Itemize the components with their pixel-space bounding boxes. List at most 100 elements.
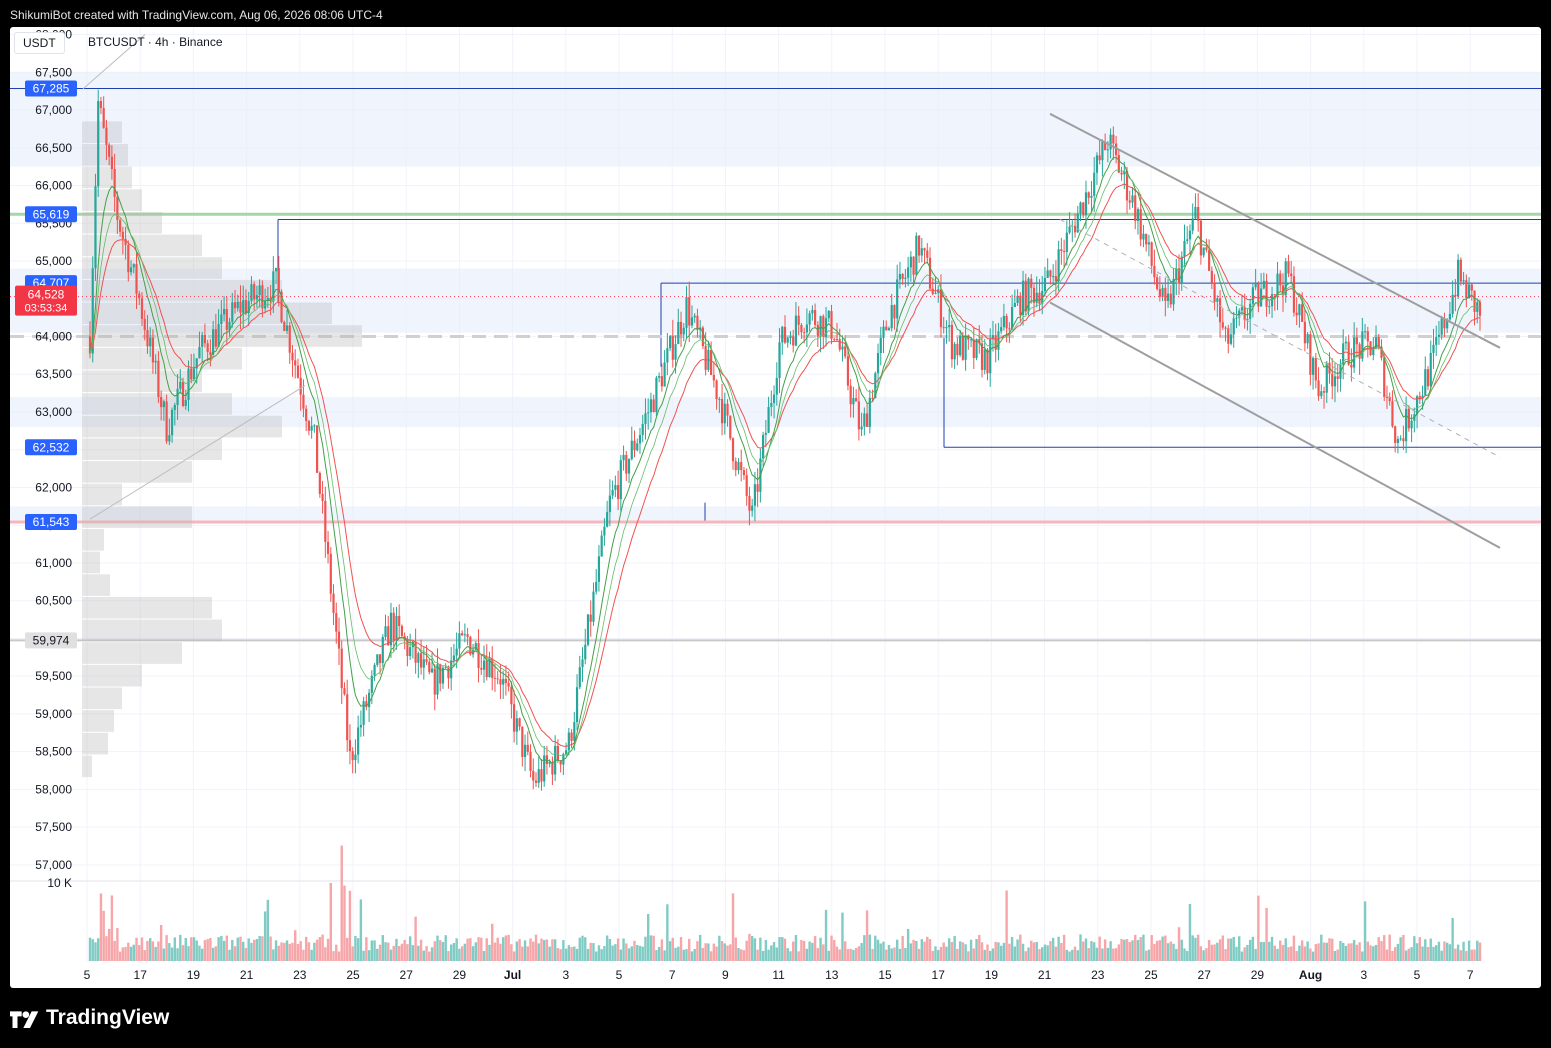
candle-body [244,300,248,314]
candle-body [647,412,650,414]
volume-bar [937,950,940,961]
volume-bar [458,948,461,961]
current-price-box [15,285,77,316]
volume-bar [649,935,653,961]
volume-bar [1246,944,1249,961]
volume-bar [772,942,776,961]
volume-bar [1144,950,1148,961]
volume-bar [1385,949,1389,961]
candle-body [162,401,165,408]
volume-bar [154,946,157,961]
price-chart-svg[interactable]: 68,00067,50067,00066,50066,00065,50065,0… [10,27,1541,988]
currency-selector[interactable]: USDT [14,32,65,54]
volume-bar [931,950,934,961]
volume-bar [756,949,759,961]
candle-body [283,322,286,331]
candle-body [376,654,379,665]
volume-bar [1363,901,1367,961]
volume-bar [376,948,379,961]
candle-body [849,385,852,405]
candle-body [986,349,989,374]
candle-body [898,274,902,280]
volume-bar [1443,941,1446,961]
volume-bar [715,946,718,961]
candle-body [1418,396,1421,399]
candle-body [674,344,677,360]
candle-body [1208,249,1211,271]
candle-body [1405,408,1408,442]
volume-bar [627,948,631,961]
volume-bar [460,946,464,961]
candle-body [1459,259,1462,282]
candle-body [1465,280,1468,299]
volume-bar [1008,943,1011,961]
candle-body [857,401,860,430]
volume-bar [674,947,677,961]
volume-bar [666,904,669,961]
volume-bar [874,935,877,961]
candle-body [1448,313,1452,320]
candle-body [1432,344,1435,353]
volume-bar [99,893,103,961]
volume-bar [397,945,401,961]
volume-bar [121,947,125,961]
volume-bar [129,946,133,961]
candle-body [1049,270,1052,277]
volume-bar [1281,944,1285,961]
volume-bar [321,934,324,961]
volume-bar [1421,946,1424,961]
candle-body [863,413,866,427]
current-price-label: 64,528 [28,288,65,302]
candle-body [313,425,316,427]
volume-bar [1227,938,1230,961]
volume-bar [1268,941,1271,961]
volume-bar [1270,936,1274,961]
candle-body [1090,195,1093,198]
volume-bar [1372,946,1375,961]
candle-body [573,722,576,741]
candle-body [1150,242,1153,266]
volume-bar [1459,950,1463,961]
candle-body [896,279,899,319]
symbol-legend[interactable]: BTCUSDT · 4h · Binance [88,35,223,49]
volume-bar [1262,942,1266,961]
volume-bar [575,948,579,961]
candle-body [455,648,458,656]
volume-profile-bar [82,347,242,370]
volume-bar [408,936,412,961]
candle-body [170,410,174,436]
volume-bar [945,946,948,961]
volume-bar [953,935,956,961]
candle-body [129,267,133,273]
volume-bar [633,940,636,961]
candle-body [729,415,732,439]
x-tick-label: Jul [504,968,521,982]
candle-body [1104,141,1107,150]
candle-body [354,754,357,761]
y-tick-label: 61,000 [35,556,72,570]
candle-body [1325,362,1328,393]
candle-body [1082,202,1085,215]
volume-bar [1071,949,1074,961]
volume-bar [994,941,997,961]
candle-body [318,472,321,494]
volume-bar [1147,949,1151,961]
volume-bar [387,942,390,961]
volume-bar [1191,935,1194,961]
candle-body [1172,278,1175,305]
candle-body [1254,283,1257,288]
chart-panel[interactable]: 68,00067,50067,00066,50066,00065,50065,0… [10,27,1541,988]
candle-body [1372,348,1375,356]
volume-bar [362,950,365,961]
candle-body [666,348,669,363]
candle-body [1016,295,1019,303]
candle-body [655,377,658,413]
volume-bar [1114,948,1118,961]
volume-bar [764,940,768,961]
volume-bar [731,893,735,961]
volume-profile-bar [82,144,128,166]
candle-body [737,462,740,471]
candle-body [138,293,141,299]
x-tick-label: 15 [878,968,892,982]
candle-body [874,373,877,399]
